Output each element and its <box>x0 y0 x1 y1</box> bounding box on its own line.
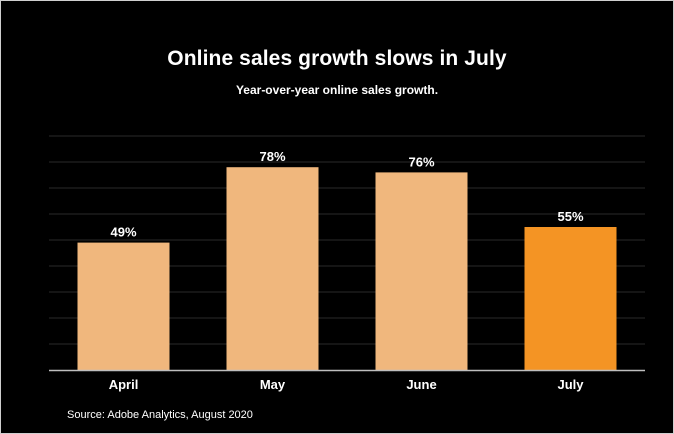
x-tick-june: June <box>406 377 436 392</box>
bar-april <box>77 242 170 370</box>
x-tick-labels: April May June July <box>109 377 585 392</box>
source-note: Source: Adobe Analytics, August 2020 <box>67 409 253 421</box>
x-tick-may: May <box>260 377 286 392</box>
data-label-june: 76% <box>408 154 434 169</box>
chart-title: Online sales growth slows in July <box>167 47 507 70</box>
data-labels: 49% 78% 76% 55% <box>110 149 583 239</box>
chart-subtitle: Year-over-year online sales growth. <box>235 83 439 97</box>
bars <box>77 167 617 370</box>
bar-july <box>524 227 617 370</box>
bar-june <box>375 172 468 370</box>
data-label-april: 49% <box>110 225 136 240</box>
x-tick-april: April <box>109 377 139 392</box>
data-label-may: 78% <box>259 149 285 164</box>
bar-may <box>226 167 319 370</box>
data-label-july: 55% <box>557 209 583 224</box>
x-tick-july: July <box>557 377 584 392</box>
